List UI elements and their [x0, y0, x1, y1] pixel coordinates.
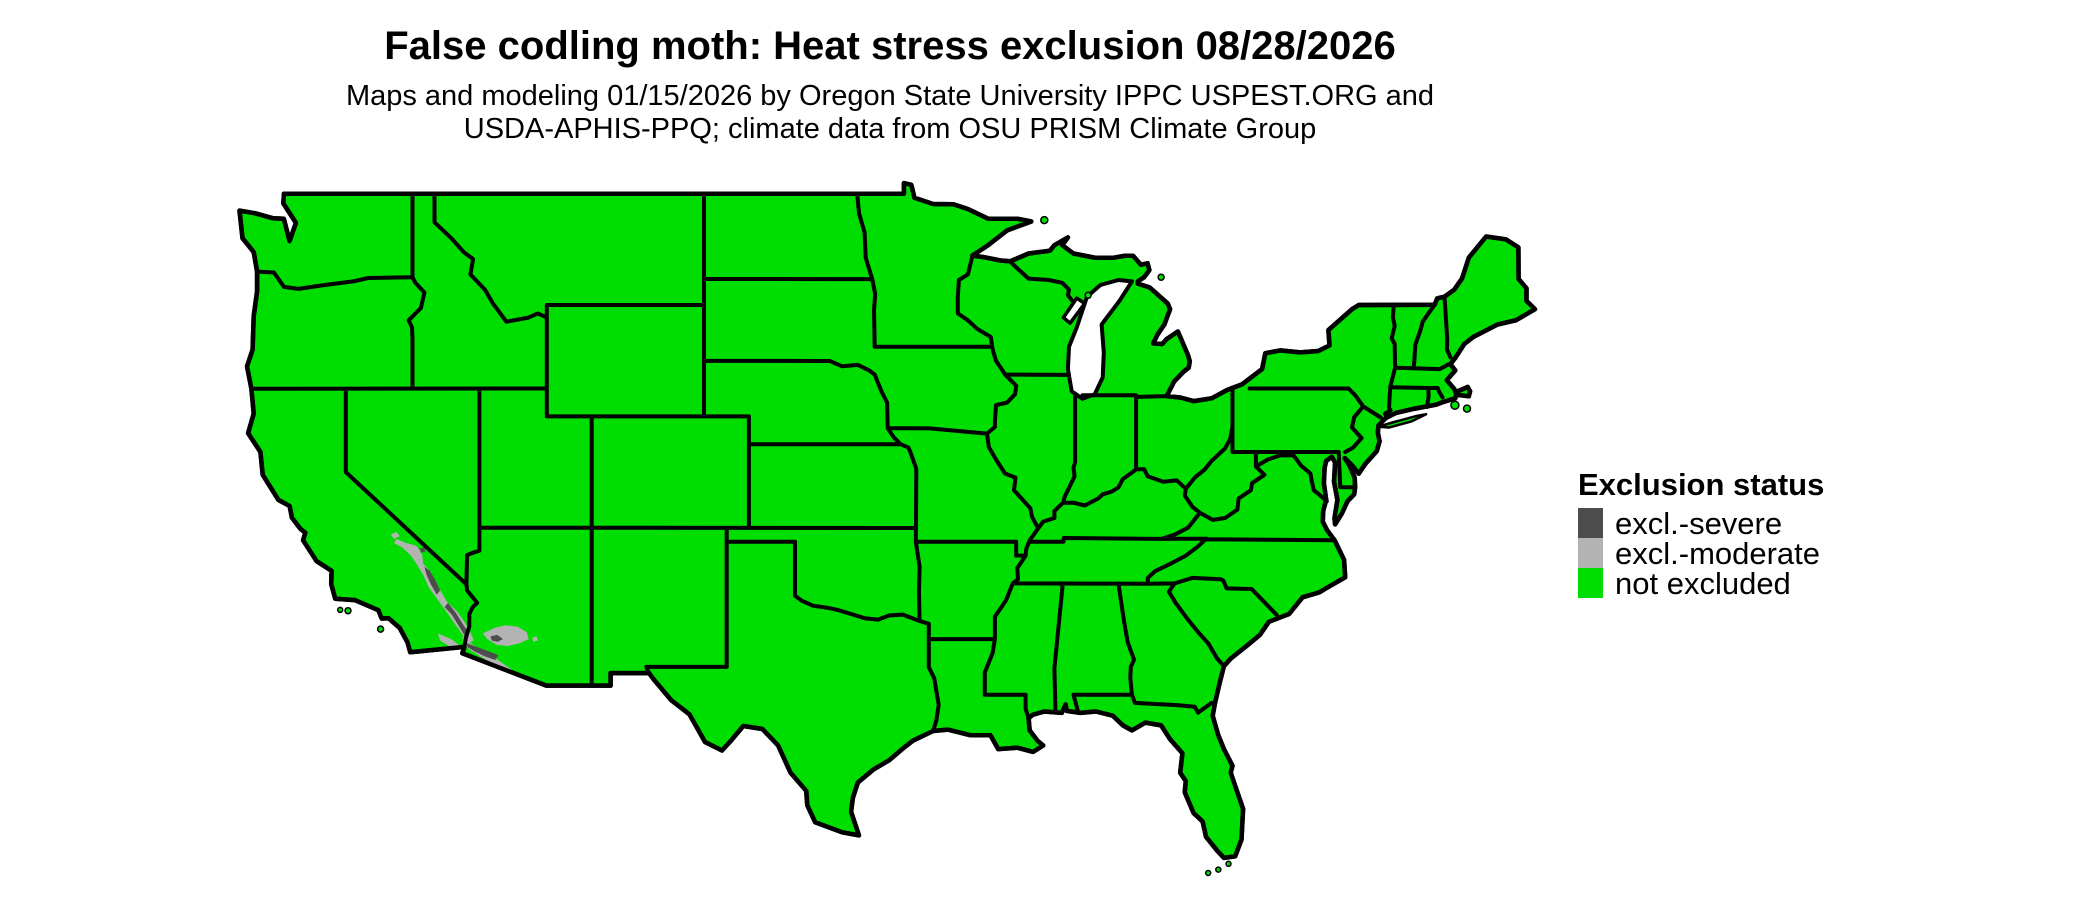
island	[1462, 404, 1472, 413]
state-borders	[249, 191, 1453, 733]
page-subtitle: Maps and modeling 01/15/2026 by Oregon S…	[0, 80, 1780, 146]
island	[1225, 860, 1232, 868]
long-island	[1377, 412, 1428, 429]
excl-severe-patch	[419, 547, 426, 553]
legend-label-severe: excl.-severe	[1615, 506, 1783, 541]
island	[336, 606, 344, 614]
island	[1084, 291, 1092, 300]
nation-outline	[237, 180, 1538, 861]
legend-label-moderate: excl.-moderate	[1615, 536, 1821, 571]
legend-label-not-excluded: not excluded	[1615, 566, 1791, 601]
legend: Exclusion status excl.-severe excl.-mode…	[1578, 467, 1825, 601]
legend-item-not-excluded: not excluded	[1578, 566, 1824, 601]
excl-moderate-patch	[437, 633, 461, 648]
subtitle-line-2: USDA-APHIS-PPQ; climate data from OSU PR…	[463, 113, 1317, 145]
legend-item-moderate: excl.-moderate	[1578, 536, 1824, 571]
island	[1040, 215, 1049, 225]
island	[1450, 400, 1460, 410]
excl-moderate-patch	[390, 531, 400, 539]
island	[1215, 866, 1222, 873]
excl-severe-patch	[444, 602, 470, 638]
island	[376, 625, 385, 633]
green-bay	[1061, 296, 1087, 325]
lake-michigan	[1065, 278, 1134, 401]
legend-swatch-not-excluded	[1578, 568, 1603, 598]
us-map	[237, 180, 1538, 877]
exclusion-patches	[390, 531, 538, 672]
island	[1204, 869, 1212, 877]
excl-moderate-patch	[532, 636, 538, 642]
legend-title: Exclusion status	[1578, 467, 1825, 502]
nation-land	[237, 180, 1538, 861]
legend-item-severe: excl.-severe	[1578, 506, 1824, 541]
legend-swatch-severe	[1578, 508, 1603, 538]
excl-severe-patch	[490, 634, 503, 642]
legend-swatch-moderate	[1578, 538, 1603, 568]
page-title: False codling moth: Heat stress exclusio…	[384, 24, 1396, 68]
island	[344, 606, 352, 615]
excl-severe-patch	[424, 566, 441, 595]
excl-severe-patch	[467, 643, 499, 660]
subtitle-line-1: Maps and modeling 01/15/2026 by Oregon S…	[345, 80, 1435, 112]
island	[1157, 273, 1165, 281]
